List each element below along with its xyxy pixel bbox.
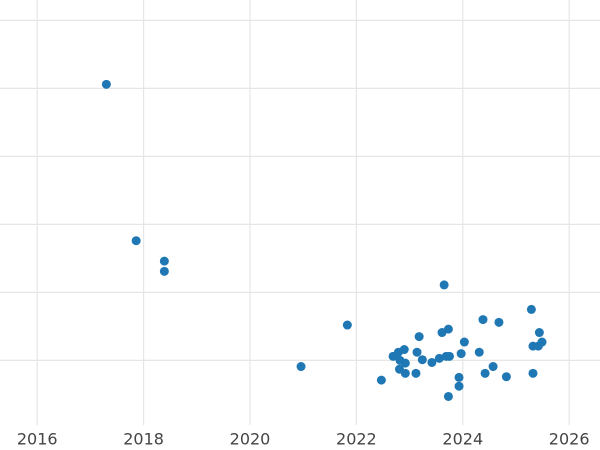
point (427, 357, 437, 367)
x-tick-label: 2026 (549, 430, 590, 449)
point (399, 345, 409, 355)
x-tick-label: 2024 (442, 430, 483, 449)
point (501, 372, 511, 382)
point (474, 347, 484, 357)
point (131, 236, 141, 246)
point (454, 372, 464, 382)
point (414, 332, 424, 342)
point (159, 266, 169, 276)
point (400, 358, 410, 368)
point (417, 355, 427, 365)
point (528, 368, 538, 378)
point (456, 349, 466, 359)
point (537, 337, 547, 347)
point (101, 79, 111, 89)
point (434, 353, 444, 363)
point (526, 304, 536, 314)
point (459, 337, 469, 347)
x-tick-label: 2020 (230, 430, 271, 449)
point (296, 362, 306, 372)
point (454, 381, 464, 391)
point (376, 375, 386, 385)
point (494, 317, 504, 327)
point (488, 362, 498, 372)
point (443, 391, 453, 401)
point (480, 368, 490, 378)
x-tick-label: 2022 (336, 430, 377, 449)
point (478, 315, 488, 325)
x-tick-label: 2016 (17, 430, 58, 449)
point (439, 280, 449, 290)
point (159, 256, 169, 266)
point (443, 324, 453, 334)
point (534, 328, 544, 338)
point (411, 368, 421, 378)
point (342, 320, 352, 330)
point (444, 351, 454, 361)
point (412, 347, 422, 357)
x-tick-label: 2018 (123, 430, 164, 449)
point (400, 368, 410, 378)
